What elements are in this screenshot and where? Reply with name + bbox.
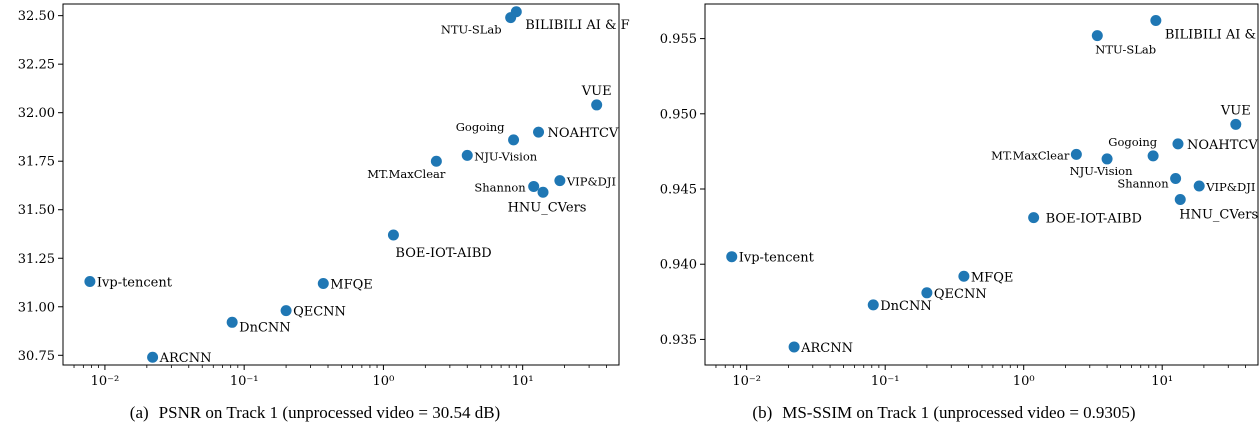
x-tick-label: 10⁻² [91,374,120,389]
x-tick-label: 10¹ [512,374,534,389]
y-tick-label: 32.50 [18,9,55,24]
data-point [528,180,540,192]
data-point-label: HNU_CVers [1179,208,1258,223]
x-tick-label: 10⁰ [373,374,395,389]
y-tick-label: 0.945 [660,183,697,198]
data-point [84,276,96,288]
data-point-label: HNU_CVers [508,200,587,215]
x-tick-label: 10⁻¹ [230,374,259,389]
y-tick-label: 32.00 [18,106,55,121]
data-point-label: NTU-SLab [1095,43,1156,57]
data-point-label: BILIBILI AI & FDU [1165,28,1259,43]
data-point-label: Shannon [474,180,526,194]
data-point [554,175,566,187]
data-point-label: VIP&DJI [566,175,616,189]
data-point-label: NJU-Vision [474,149,537,163]
data-point-label: Shannon [1117,176,1169,190]
x-tick-label: 10⁻¹ [871,374,900,389]
data-point [280,305,292,317]
data-point [788,341,800,353]
data-point-label: ARCNN [800,341,853,356]
caption-text: PSNR on Track 1 (unprocessed video = 30.… [158,403,501,422]
data-point [921,287,933,299]
data-point-label: MT.MaxClear [991,148,1070,162]
chart-panel-psnr: 10⁻² 10⁻¹ 10⁰ 10¹ 30.75 31.00 31.25 31.50 31.75 3… [0,3,630,423]
data-point [1174,194,1186,206]
data-point-label: NJU-Vision [1070,164,1133,178]
data-point-label: Gogoing [456,120,505,134]
data-point [537,186,549,198]
data-point-label: DnCNN [239,320,290,335]
data-point-label: NOAHTCV [1187,138,1258,153]
x-tick-label: 10¹ [1151,374,1173,389]
data-point-label: Ivp-tencent [97,276,173,291]
data-point-label: BOE-IOT-AIBD [1046,212,1142,227]
data-point [1101,153,1113,165]
data-point [1150,15,1162,27]
data-point-label: VIP&DJI [1205,180,1255,194]
data-point [1147,150,1159,162]
data-point [1070,148,1082,160]
data-point [508,134,520,146]
data-point-label: BOE-IOT-AIBD [395,246,491,261]
data-point-label: QECNN [934,287,987,302]
data-point-label: MFQE [330,277,372,292]
y-tick-label: 31.25 [18,252,55,267]
data-point-label: Ivp-tencent [739,251,815,266]
data-point [1230,118,1242,130]
data-point [226,316,238,328]
axes-frame [62,3,620,366]
y-tick-label: 0.950 [660,107,697,122]
data-point-label: QECNN [293,305,346,320]
data-point [726,251,738,263]
data-point-label: VUE [1220,103,1251,118]
data-point [1193,180,1205,192]
data-point [1091,30,1103,42]
data-point [317,277,329,289]
y-tick-label: 0.935 [660,333,697,348]
data-point [147,351,159,363]
data-point [1172,138,1184,150]
data-point-label: MT.MaxClear [367,167,446,181]
data-point-label: Gogoing [1108,135,1157,149]
data-point [430,155,442,167]
data-point [867,299,879,311]
x-tick-label: 10⁰ [1013,374,1035,389]
y-tick-label: 31.50 [18,203,55,218]
data-point [387,229,399,241]
data-point-label: NOAHTCV [548,126,619,141]
data-point [510,6,522,18]
data-point [1170,172,1182,184]
data-point [1028,212,1040,224]
caption-letter: (a) [129,403,149,422]
data-point-label: NTU-SLab [441,23,502,37]
y-tick-label: 31.00 [18,300,55,315]
y-tick-label: 30.75 [18,349,55,364]
data-point [461,149,473,161]
caption-psnr: (a) PSNR on Track 1 (unprocessed video = … [0,403,630,423]
axes-frame [704,3,1259,366]
data-point [958,270,970,282]
caption-ms-ssim: (b) MS-SSIM on Track 1 (unprocessed video… [629,403,1259,423]
caption-letter: (b) [752,403,773,422]
y-tick-label: 0.955 [660,32,697,47]
x-tick-label: 10⁻² [732,374,761,389]
ms-ssim-scatter-plot: 10⁻² 10⁻¹ 10⁰ 10¹ 0.935 0.940 0.945 0.950 0.955 B… [660,3,1259,389]
data-point [533,126,545,138]
data-point-label: MFQE [971,270,1013,285]
y-tick-label: 31.75 [18,155,55,170]
caption-text: MS-SSIM on Track 1 (unprocessed video = … [782,403,1136,422]
data-point [591,99,603,111]
data-point-label: BILIBILI AI & FDU [525,18,630,33]
y-tick-label: 0.940 [660,258,697,273]
chart-panel-ms-ssim: 10⁻² 10⁻¹ 10⁰ 10¹ 0.935 0.940 0.945 0.950 0.955 B… [629,0,1259,434]
psnr-scatter-plot: 10⁻² 10⁻¹ 10⁰ 10¹ 30.75 31.00 31.25 31.50 31.75 3… [18,3,630,389]
data-point-label: ARCNN [159,351,212,366]
data-point-label: VUE [581,84,612,99]
y-tick-label: 32.25 [18,58,55,73]
data-point-label: DnCNN [880,299,932,314]
